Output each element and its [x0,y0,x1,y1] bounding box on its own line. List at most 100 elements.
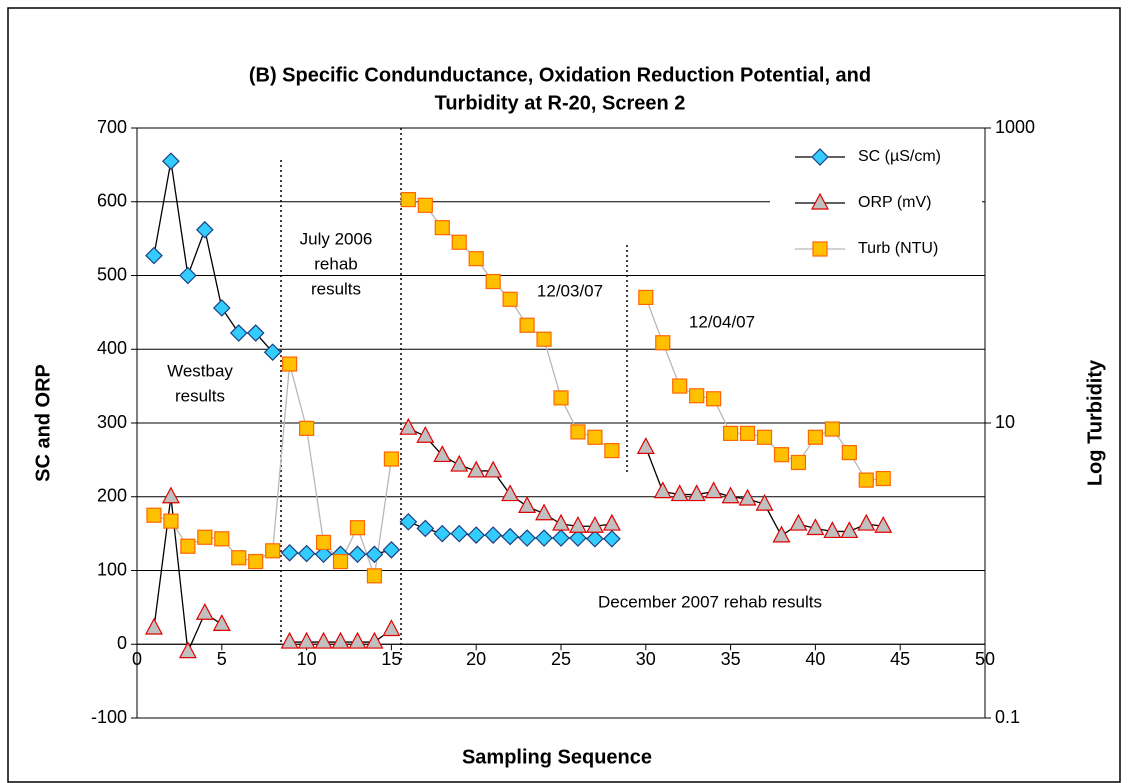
marker [638,289,654,306]
x-tick-label: 15 [381,649,401,669]
marker [265,543,281,559]
marker [552,513,570,531]
marker [812,241,828,257]
marker [349,520,366,536]
marker [416,519,435,538]
y2-tick-label: 10 [995,412,1015,432]
marker [738,488,757,506]
marker [722,425,739,442]
marker [824,421,840,437]
marker [706,391,722,407]
marker [280,631,299,649]
marker [857,513,876,531]
marker [229,324,248,342]
marker [331,631,350,649]
marker [670,484,689,502]
marker [297,631,316,649]
annotation: Westbay [167,361,233,380]
marker [739,425,756,442]
x-tick-label: 35 [721,649,741,669]
marker [434,220,450,236]
x-tick-label: 0 [132,649,142,669]
marker [297,544,316,563]
marker [280,543,299,562]
legend-box [770,138,982,266]
x-tick-label: 20 [466,649,486,669]
marker [672,378,688,394]
annotation: 12/04/07 [689,312,755,331]
marker [282,356,298,372]
marker [689,388,705,404]
chart-title: (B) Specific Condunductance, Oxidation R… [249,64,871,86]
marker [416,426,435,443]
marker [383,451,399,467]
marker [721,486,740,504]
y2-tick-label: 0.1 [995,707,1020,727]
marker [755,493,774,511]
marker [214,531,230,547]
y-tick-label: 500 [97,264,127,284]
x-tick-label: 5 [217,649,227,669]
marker [180,538,196,554]
x-tick-label: 40 [805,649,825,669]
marker [484,460,503,478]
marker [501,527,519,546]
legend-label: ORP (mV) [858,194,931,211]
marker [467,526,486,544]
y-axis-title: SC and ORP [32,364,54,482]
y-tick-label: 600 [97,191,127,211]
marker [399,512,418,531]
marker [451,234,467,250]
marker [502,291,518,307]
annotation: results [311,279,361,298]
marker [602,513,621,531]
marker [518,496,537,513]
marker [535,503,554,521]
marker [636,437,655,454]
marker [687,484,706,502]
marker [366,568,383,584]
marker [653,481,672,499]
marker [365,631,384,649]
marker [365,545,384,564]
marker [704,481,723,499]
marker [468,251,484,267]
marker [773,447,790,463]
marker [195,603,214,620]
annotation: results [175,386,225,405]
marker [874,515,893,533]
marker [348,545,367,564]
legend-label: Turb (NTU) [858,240,938,257]
marker [146,507,162,523]
x-tick-label: 50 [975,649,995,669]
marker [604,442,620,459]
marker [535,529,553,547]
marker [450,524,469,543]
y-tick-label: 400 [97,338,127,358]
marker [178,641,197,659]
marker [467,460,486,478]
annotation: rehab [314,254,357,273]
marker [570,424,586,440]
y-tick-label: 0 [117,633,127,653]
marker [811,192,829,210]
marker [568,515,587,533]
marker [417,197,433,213]
marker [756,429,773,445]
annotation: 12/03/07 [537,281,603,300]
marker [772,525,791,543]
marker [858,472,874,488]
marker [841,444,857,461]
marker [314,545,333,564]
marker [586,529,604,548]
y2-axis-title: Log Turbidity [1084,359,1106,486]
marker [212,299,231,317]
marker [603,529,621,548]
marker [400,192,416,208]
marker [145,246,163,265]
marker [519,317,535,333]
marker [161,486,180,504]
marker [823,521,842,539]
marker [536,331,552,347]
marker [875,470,891,487]
